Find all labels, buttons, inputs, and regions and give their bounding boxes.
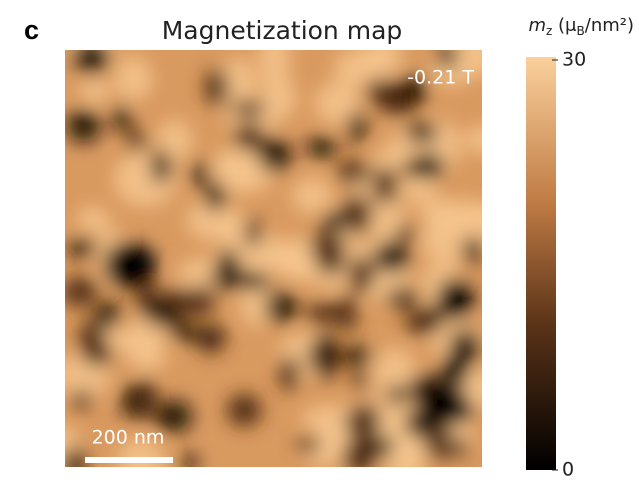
dark-spot [352, 370, 368, 389]
dark-spot [376, 436, 394, 456]
dark-spot [316, 248, 345, 274]
dark-spot [403, 158, 426, 177]
dark-spot [205, 69, 229, 106]
dark-domain [441, 354, 469, 386]
scale-bar [85, 457, 173, 463]
panel-label: c [24, 15, 39, 45]
dark-spot [127, 129, 146, 153]
dark-spot [349, 404, 381, 436]
light-patch [292, 177, 332, 214]
dark-spot [191, 161, 209, 186]
dark-spot [73, 37, 109, 74]
dark-spot [113, 105, 130, 132]
dark-spot [348, 111, 367, 142]
label-unit-rest: /nm²) [585, 15, 634, 36]
colorbar [526, 57, 556, 470]
dark-spot [279, 356, 299, 391]
dark-spot [438, 43, 457, 69]
light-patch [77, 207, 111, 233]
colorbar-label: mz (μB/nm²) [528, 15, 634, 38]
dark-spot [64, 447, 85, 478]
scale-bar-label: 200 nm [92, 427, 165, 449]
dark-spot [373, 241, 410, 273]
dark-domain [437, 280, 473, 320]
dark-spot [198, 327, 224, 354]
dark-spot [297, 437, 320, 454]
dark-spot [320, 212, 351, 229]
dark-spot [388, 384, 405, 406]
colorbar-tick-label: 0 [562, 459, 574, 481]
dark-spot [450, 438, 467, 456]
magnetization-map [41, 30, 514, 482]
dark-spot [462, 236, 485, 265]
dark-spot [227, 393, 262, 426]
dark-spot [72, 389, 91, 411]
title: Magnetization map [162, 16, 403, 45]
dark-spot [234, 122, 265, 152]
label-symbol: m [528, 15, 546, 36]
dark-spot [151, 149, 170, 183]
dark-spot [372, 167, 398, 205]
dark-spot [314, 332, 334, 369]
dark-spot [62, 276, 97, 307]
light-patch [261, 76, 297, 119]
dark-spot [169, 324, 196, 340]
dark-spot [405, 123, 438, 143]
dark-domain [104, 243, 156, 287]
dark-spot [337, 160, 370, 184]
dark-spot [343, 347, 373, 365]
dark-spot [395, 224, 416, 242]
dark-spot [67, 109, 101, 143]
dark-spot [342, 195, 373, 234]
dark-spot [337, 295, 357, 333]
label-unit-sub: B [577, 24, 585, 38]
dark-spot [67, 238, 96, 257]
light-patch [224, 168, 252, 192]
dark-spot [386, 288, 420, 307]
colorbar-tick-label: 30 [562, 49, 586, 71]
dark-spot [366, 78, 389, 104]
dark-spot [265, 291, 298, 323]
dark-spot [205, 181, 226, 212]
dark-spot [134, 379, 158, 419]
figure: c Magnetization map -0.21 T 200 nm mz (μ… [0, 0, 639, 482]
dark-spot [95, 302, 121, 329]
dark-spot [185, 285, 215, 316]
dark-spot [238, 272, 270, 290]
label-unit: (μ [552, 15, 577, 36]
dark-spot [348, 256, 375, 293]
light-patch [421, 198, 457, 235]
light-patch [79, 79, 110, 103]
dark-spot [231, 100, 267, 116]
dark-spot [341, 441, 377, 473]
dark-spot [245, 217, 262, 247]
dark-spot [81, 340, 113, 366]
dark-spot [181, 454, 198, 472]
dark-domain [421, 383, 469, 427]
dark-spot [404, 311, 443, 334]
light-patch [114, 56, 152, 101]
colorbar-ticks: 0 30 [552, 49, 586, 481]
dark-spot [258, 138, 291, 173]
dark-spot [306, 302, 342, 324]
field-label: -0.21 T [407, 67, 474, 89]
dark-spot [306, 136, 336, 158]
light-patch [463, 125, 514, 154]
dark-spot [145, 300, 175, 327]
dark-spot [425, 425, 452, 461]
